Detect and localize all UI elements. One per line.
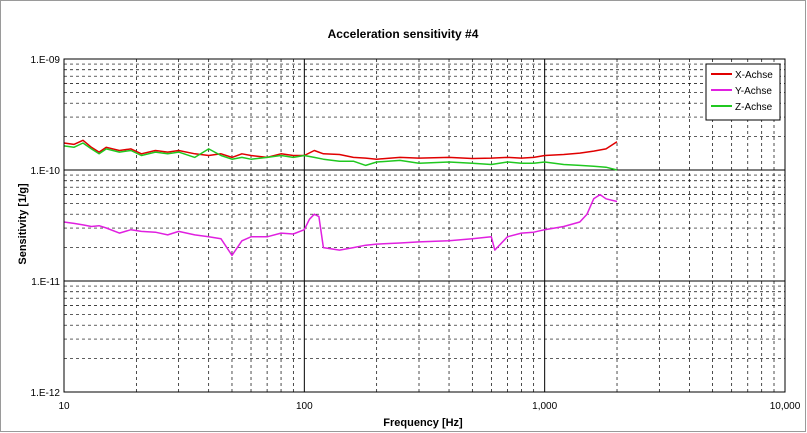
x-tick-label: 100: [296, 401, 313, 412]
tick-labels: 10 100 1,000 10,000 1.E-12 1.E-11 1.E-10 1.E-09: [31, 55, 801, 412]
legend-label: Z-Achse: [735, 102, 773, 113]
chart-title: Acceleration sensitivity #4: [328, 27, 479, 41]
legend-label: Y-Achse: [735, 86, 772, 97]
y-tick-label: 1.E-12: [31, 388, 61, 399]
series-line-1: [63, 139, 618, 160]
series-layer: [63, 139, 618, 257]
y-tick-label: 1.E-11: [31, 277, 60, 288]
x-tick-label: 1,000: [532, 401, 557, 412]
x-tick-label: 10,000: [770, 401, 801, 412]
y-tick-label: 1.E-10: [31, 166, 61, 177]
legend-label: X-Achse: [735, 70, 773, 81]
plot-area-frame: [63, 58, 786, 393]
y-axis-title: Sensitivity [1/g]: [17, 183, 29, 265]
x-axis-title: Frequency [Hz]: [383, 417, 463, 429]
series-line-2: [63, 193, 618, 257]
series-line-3: [63, 142, 618, 171]
legend: X-Achse Y-Achse Z-Achse: [705, 63, 781, 121]
y-tick-label: 1.E-09: [31, 55, 61, 66]
x-tick-label: 10: [58, 401, 70, 412]
